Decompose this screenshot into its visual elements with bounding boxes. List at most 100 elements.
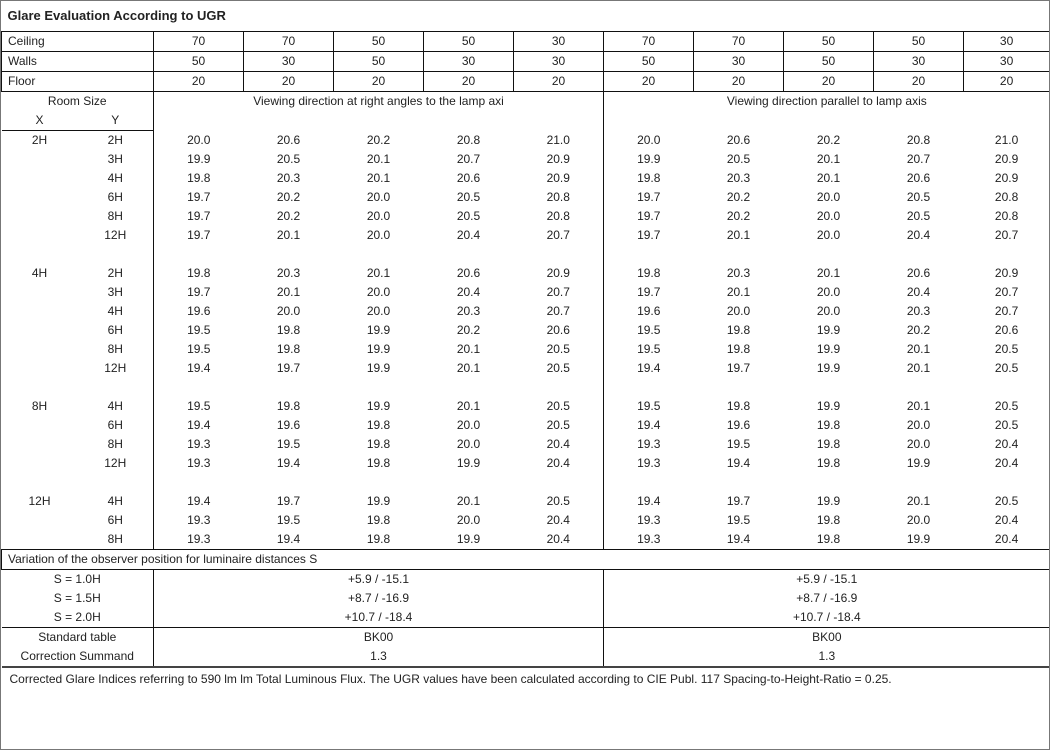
room-x (2, 359, 78, 378)
ugr-value: 19.4 (726, 456, 751, 470)
ugr-value: 20.1 (276, 285, 301, 299)
ugr-value: 19.8 (276, 323, 301, 337)
variation-row: S = 2.0H +10.7 / -18.4 +10.7 / -18.4 (1, 608, 1049, 628)
ugr-value: 20.5 (513, 416, 604, 435)
ugr-value: 20.7 (994, 228, 1019, 242)
variation-label: S = 1.5H (1, 589, 154, 608)
ugr-value: 19.9 (366, 399, 391, 413)
ugr-value: 19.4 (187, 418, 211, 432)
room-x (2, 302, 78, 321)
ugr-value: 20.1 (456, 494, 481, 508)
ugr-value: 20.5 (456, 190, 481, 204)
ugr-value: 19.7 (187, 209, 211, 223)
ugr-value: 20.2 (456, 323, 481, 337)
reflectance-value: 20 (693, 71, 784, 92)
room-y: 6H (77, 188, 154, 207)
ugr-value: 20.4 (906, 228, 931, 242)
reflectance-value: 50 (153, 51, 244, 72)
ugr-value: 20.3 (276, 171, 301, 185)
room-x (2, 188, 78, 207)
ugr-value: 20.9 (513, 150, 604, 169)
ugr-value: 19.9 (187, 152, 211, 166)
ugr-data-row: 12H 19.7 20.1 20.0 20.4 20.7 19.7 20.1 20.0 20.4 2… (2, 226, 1050, 245)
blank (604, 473, 1050, 492)
reflectance-value: 20 (243, 71, 334, 92)
room-y: 2H (77, 264, 154, 283)
reflectance-value: 20 (783, 71, 874, 92)
ugr-value: 19.9 (906, 532, 931, 546)
reflectance-value: 70 (153, 31, 244, 52)
room-y: 4H (77, 397, 154, 416)
ugr-value: 20.1 (906, 494, 931, 508)
ugr-value: 20.0 (456, 418, 481, 432)
reflectance-value: 20 (962, 71, 1049, 92)
ugr-value: 20.2 (726, 190, 751, 204)
ugr-value: 19.8 (637, 171, 661, 185)
ugr-value: 19.4 (276, 532, 301, 546)
room-y: 4H (77, 302, 154, 321)
ugr-value: 19.4 (637, 418, 661, 432)
room-y: 3H (77, 150, 154, 169)
ugr-value: 20.6 (906, 266, 931, 280)
reflectance-value: 20 (873, 71, 964, 92)
ugr-value: 19.3 (637, 437, 661, 451)
ugr-value: 20.1 (816, 171, 841, 185)
ugr-value: 19.7 (276, 494, 301, 508)
ugr-value: 19.4 (276, 456, 301, 470)
ugr-value: 20.0 (276, 304, 301, 318)
blank (153, 111, 604, 131)
ugr-value: 19.9 (816, 494, 841, 508)
ugr-value: 20.9 (513, 264, 604, 283)
variation-title: Variation of the observer position for l… (1, 549, 1049, 570)
variation-label: S = 1.0H (1, 569, 154, 589)
room-x: 2H (31, 133, 48, 147)
direction-parallel-header: Viewing direction parallel to lamp axis (603, 91, 1049, 111)
reflectance-row: Walls 50 30 50 30 30 50 30 50 30 30 (1, 51, 1049, 72)
ugr-data-row: 8H 19.3 19.5 19.8 20.0 20.4 19.3 19.5 19.8 20.0 20… (2, 435, 1050, 454)
blank (604, 378, 1050, 397)
room-y: 4H (77, 169, 154, 188)
ugr-value: 19.5 (726, 513, 751, 527)
ugr-value: 19.9 (366, 323, 391, 337)
variation-right: +10.7 / -18.4 (603, 608, 1049, 628)
ugr-data-row: 6H 19.7 20.2 20.0 20.5 20.8 19.7 20.2 20.0 20.5 20… (2, 188, 1050, 207)
reflectance-value: 20 (423, 71, 514, 92)
variation-right: +8.7 / -16.9 (796, 591, 858, 605)
ugr-value: 19.9 (456, 456, 481, 470)
ugr-value: 19.8 (187, 266, 211, 280)
ugr-value: 20.4 (994, 456, 1019, 470)
standard-left: BK00 (153, 627, 604, 647)
ugr-value: 19.3 (637, 456, 661, 470)
ugr-value: 20.1 (906, 342, 931, 356)
reflectance-value: 30 (693, 51, 784, 72)
ugr-value: 19.9 (816, 342, 841, 356)
ugr-value: 20.6 (456, 171, 481, 185)
room-y: 6H (77, 321, 154, 340)
variation-row: S = 1.5H +8.7 / -16.9 +8.7 / -16.9 (1, 589, 1050, 608)
ugr-value: 20.6 (513, 321, 604, 340)
blank (1, 473, 154, 492)
room-x (2, 226, 78, 245)
ugr-value: 19.7 (276, 361, 301, 375)
ugr-value: 20.0 (366, 285, 391, 299)
ugr-value: 20.3 (456, 304, 481, 318)
reflectance-value: 20 (153, 71, 244, 92)
room-x (2, 530, 78, 550)
variation-label: S = 2.0H (1, 608, 154, 628)
ugr-value: 20.5 (513, 340, 604, 359)
standard-label: Standard table (1, 627, 154, 647)
ugr-value: 20.4 (513, 435, 604, 454)
footnote: Corrected Glare Indices referring to 590… (1, 666, 1049, 728)
reflectance-label: Walls (1, 51, 154, 72)
room-x (2, 340, 78, 359)
ugr-value: 20.0 (816, 190, 841, 204)
room-x (2, 321, 78, 340)
ugr-value: 20.6 (456, 266, 481, 280)
ugr-value: 19.5 (276, 437, 301, 451)
ugr-value: 20.0 (906, 513, 931, 527)
ugr-value: 19.6 (276, 418, 301, 432)
ugr-data-row: 8H 19.5 19.8 19.9 20.1 20.5 19.5 19.8 19.9 20.1 20… (2, 340, 1050, 359)
variation-left: +10.7 / -18.4 (153, 608, 604, 628)
ugr-data-row: 3H 19.7 20.1 20.0 20.4 20.7 19.7 20.1 20.0 20.4 20… (2, 283, 1050, 302)
